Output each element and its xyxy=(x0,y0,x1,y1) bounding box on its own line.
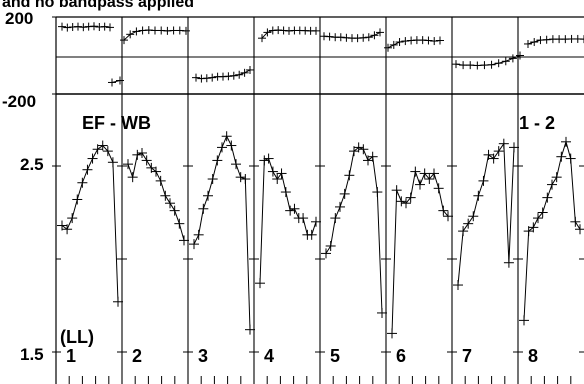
amplitude-series-line xyxy=(457,142,515,286)
channel-label-3: 3 xyxy=(198,346,208,366)
top-y-tick-label-max: 200 xyxy=(5,9,33,28)
amplitude-series-line xyxy=(61,144,119,302)
bottom-plot-ticks xyxy=(52,165,584,384)
baseline-label: 1 - 2 xyxy=(519,113,555,133)
phase-series xyxy=(58,22,584,87)
baseline-title: EF - WB xyxy=(82,113,151,133)
top-plot-ticks xyxy=(52,16,584,95)
channel-label-4: 4 xyxy=(264,346,274,366)
amplitude-series-line xyxy=(193,135,251,330)
channel-label-5: 5 xyxy=(330,346,340,366)
bottom-y-tick-label-low: 1.5 xyxy=(20,345,44,364)
channel-label-8: 8 xyxy=(528,346,538,366)
channel-label-6: 6 xyxy=(396,346,406,366)
amplitude-series-line xyxy=(325,146,383,313)
bottom-y-tick-label-high: 2.5 xyxy=(20,155,44,174)
polarization-label: (LL) xyxy=(60,327,94,347)
phase-series-line xyxy=(527,38,584,45)
title-fragment: and no bandpass applied xyxy=(2,0,194,11)
amplitude-series-line xyxy=(259,157,317,284)
top-y-tick-label-min: -200 xyxy=(2,92,36,111)
channel-label-7: 7 xyxy=(462,346,472,366)
amplitude-series-line xyxy=(391,169,449,334)
plot-frames xyxy=(55,16,584,384)
channel-label-2: 2 xyxy=(132,346,142,366)
amplitude-series xyxy=(57,131,584,339)
amplitude-series-line xyxy=(127,152,185,241)
channel-labels: 1 2 3 4 5 6 7 8 xyxy=(66,346,538,366)
channel-label-1: 1 xyxy=(66,346,76,366)
